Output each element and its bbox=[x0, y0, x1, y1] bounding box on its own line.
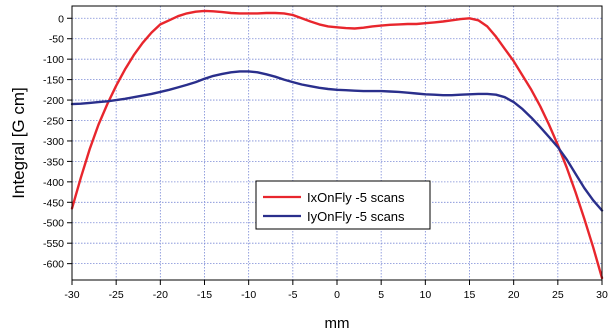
legend-label-0: IxOnFly -5 scans bbox=[307, 190, 405, 205]
x-tick-label: -30 bbox=[64, 289, 79, 301]
x-axis-title: mm bbox=[325, 315, 350, 330]
x-tick-label: 25 bbox=[552, 289, 564, 301]
y-tick-label: -500 bbox=[43, 218, 64, 230]
y-axis-title: Integral [G cm] bbox=[9, 87, 28, 198]
x-tick-label: 15 bbox=[464, 289, 476, 301]
y-tick-label: 0 bbox=[58, 13, 64, 25]
x-tick-label: 5 bbox=[378, 289, 384, 301]
legend: IxOnFly -5 scans IyOnFly -5 scans bbox=[255, 180, 431, 230]
y-tick-label: -150 bbox=[43, 75, 64, 87]
series-line-0 bbox=[70, 9, 604, 280]
x-tick-label: -20 bbox=[153, 289, 168, 301]
plot-background bbox=[72, 6, 602, 280]
y-tick-label: -600 bbox=[43, 259, 64, 271]
y-tick-label: -300 bbox=[43, 136, 64, 148]
y-tick-label: -200 bbox=[43, 95, 64, 107]
x-tick-label: 30 bbox=[596, 289, 608, 301]
y-tick-label: -100 bbox=[43, 54, 64, 66]
x-tick-label: 0 bbox=[334, 289, 340, 301]
y-tick-label: -350 bbox=[43, 156, 64, 168]
series-line-1 bbox=[70, 70, 604, 212]
x-tick-label: -25 bbox=[109, 289, 124, 301]
legend-box bbox=[255, 180, 431, 230]
y-tick-label: -400 bbox=[43, 177, 64, 189]
series-layer bbox=[70, 9, 604, 280]
x-tick-label: -10 bbox=[241, 289, 256, 301]
y-tick-label: -250 bbox=[43, 116, 64, 128]
y-tick-label: -450 bbox=[43, 197, 64, 209]
x-tick-label: 10 bbox=[419, 289, 431, 301]
y-axis: 0 -50 -100 -150 -200 -250 -300 -350 -400 -450 -500… bbox=[43, 13, 72, 271]
x-tick-label: -15 bbox=[197, 289, 212, 301]
x-axis: -30 -25 -20 -15 -10 -5 0 5 10 15 20 25 30 bbox=[64, 280, 608, 301]
x-tick-label: 20 bbox=[508, 289, 520, 301]
grid bbox=[71, 6, 603, 280]
y-tick-label: -50 bbox=[49, 34, 64, 46]
legend-label-1: IyOnFly -5 scans bbox=[307, 209, 405, 224]
y-tick-label: -550 bbox=[43, 238, 64, 250]
x-tick-label: -5 bbox=[288, 289, 297, 301]
